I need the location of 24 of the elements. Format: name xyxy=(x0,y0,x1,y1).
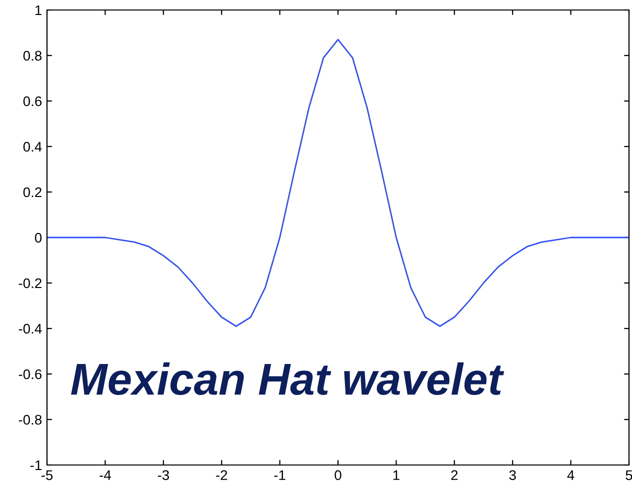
x-tick-label: 1 xyxy=(393,470,400,480)
y-tick-label: 0.6 xyxy=(23,96,42,106)
y-tick-label: -0.6 xyxy=(18,369,42,380)
x-tick-label: -5 xyxy=(41,470,53,480)
x-tick-label: 4 xyxy=(567,470,574,480)
y-tick-label: 0 xyxy=(34,232,42,243)
x-tick-label: 2 xyxy=(451,470,458,480)
x-tick-label: 0 xyxy=(334,470,342,480)
line-series xyxy=(47,38,629,327)
x-tick-label: 3 xyxy=(509,470,516,480)
x-tick-label: -1 xyxy=(274,470,286,480)
x-tick-label: -3 xyxy=(158,470,169,480)
y-tick-label: -1 xyxy=(30,460,42,470)
x-tick-label: -4 xyxy=(100,470,111,480)
y-tick-label: 0.2 xyxy=(23,187,42,198)
y-tick-label: 0.8 xyxy=(23,50,42,61)
x-tick-label: 5 xyxy=(626,470,632,480)
y-tick-label: 0.4 xyxy=(23,142,42,152)
x-tick-label: -2 xyxy=(216,470,228,480)
y-tick-label: -0.4 xyxy=(18,324,42,334)
y-tick-label: 1 xyxy=(35,5,42,16)
y-tick-label: -0.8 xyxy=(18,414,42,425)
y-tick-label: -0.2 xyxy=(18,278,42,288)
annotation: Mexican Hat wavelet xyxy=(71,362,504,396)
